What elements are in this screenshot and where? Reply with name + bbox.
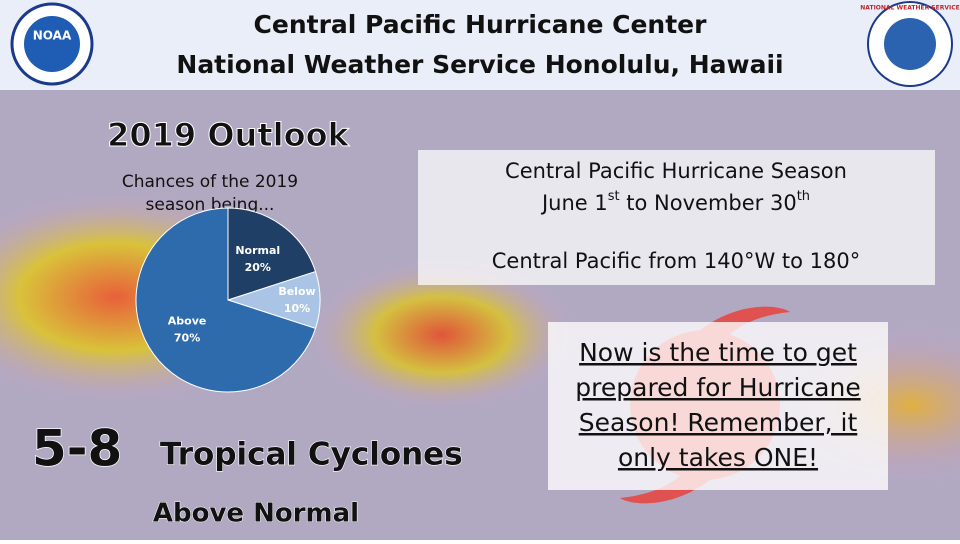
info-box (418, 150, 935, 285)
nws-logo: NATIONAL WEATHER SERVICE (860, 1, 960, 87)
cyclone-label: Tropical Cyclones (160, 437, 463, 473)
slice-value: 10% (284, 302, 310, 315)
slice-label: Above (168, 315, 207, 328)
pie-chart: Normal 20% Below 10% Above 70% (135, 207, 321, 393)
message-line: Season! Remember, it (579, 408, 858, 437)
message-line: only takes ONE! (618, 443, 818, 472)
forecast-note: Above Normal (153, 499, 359, 529)
cyclone-count: 5-8 (32, 420, 122, 478)
slice-value: 20% (245, 261, 271, 274)
logo-text: NOAA (33, 29, 72, 43)
date-part: to November 30 (620, 191, 797, 215)
season-region: Central Pacific from 140°W to 180° (492, 249, 860, 273)
slice-label: Below (278, 285, 315, 298)
outlook-title: 2019 Outlook (107, 116, 349, 154)
message-box (548, 322, 888, 490)
header-title: Central Pacific Hurricane Center (254, 10, 708, 39)
logo-text: NATIONAL WEATHER SERVICE (860, 5, 959, 12)
date-part: June 1 (540, 191, 608, 215)
slice-value: 70% (174, 332, 200, 345)
season-dates: June 1st to November 30th (540, 189, 810, 215)
pie-slice (227, 207, 317, 301)
outlook-subtitle: Chances of the 2019 (122, 172, 298, 192)
slice-label: Normal (235, 244, 280, 257)
message-line: prepared for Hurricane (575, 373, 860, 402)
date-part: th (797, 189, 810, 204)
season-title: Central Pacific Hurricane Season (505, 159, 847, 183)
date-part: st (608, 189, 620, 204)
message-line: Now is the time to get (579, 338, 857, 367)
noaa-logo: NOAA (10, 2, 94, 86)
header-subtitle: National Weather Service Honolulu, Hawai… (176, 50, 783, 79)
header-bar (0, 0, 960, 90)
pie-slice (135, 207, 317, 393)
message: Now is the time to get prepared for Hurri… (575, 338, 860, 472)
